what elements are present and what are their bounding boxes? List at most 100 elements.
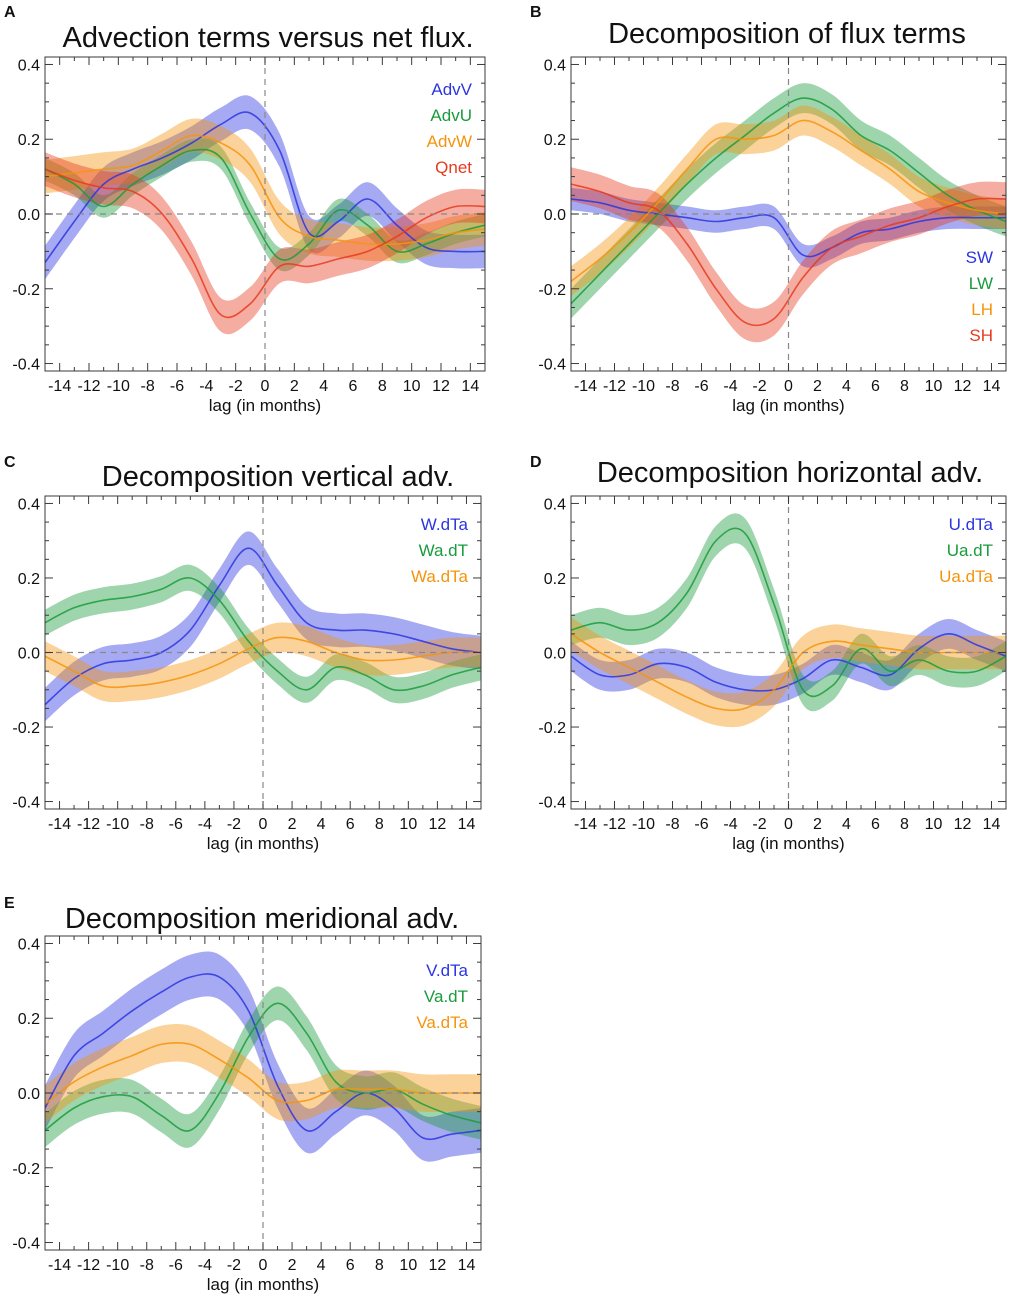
- y-tick-label: -0.4: [12, 357, 40, 374]
- band-sh: [571, 167, 1006, 343]
- x-tick-label: -10: [632, 816, 655, 833]
- legend-entry-sw: SW: [966, 248, 993, 267]
- x-axis-label: lag (in months): [207, 1275, 319, 1294]
- y-tick-label: 0.4: [18, 936, 40, 953]
- x-tick-label: -10: [632, 378, 655, 395]
- chart-title: Decomposition of flux terms: [608, 18, 966, 50]
- x-tick-label: 2: [288, 816, 297, 833]
- x-tick-label: 4: [842, 378, 851, 395]
- chart-title: Decomposition vertical adv.: [102, 461, 454, 493]
- series-line-advv: [45, 111, 485, 264]
- legend-entry-ua-dta: Ua.dTa: [939, 567, 993, 586]
- legend-entry-qnet: Qnet: [435, 158, 472, 177]
- legend-entry-advu: AdvU: [430, 106, 472, 125]
- y-tick-label: -0.4: [538, 795, 566, 812]
- x-tick-label: 10: [399, 816, 417, 833]
- x-tick-label: -4: [723, 378, 737, 395]
- x-tick-label: -2: [227, 1257, 241, 1274]
- x-tick-label: 12: [954, 378, 972, 395]
- x-tick-label: -12: [77, 816, 100, 833]
- x-tick-label: -14: [574, 816, 597, 833]
- panel-letter: D: [530, 454, 542, 471]
- series-line-qnet: [45, 168, 485, 319]
- legend-entry-advv: AdvV: [431, 80, 472, 99]
- x-tick-label: 0: [259, 1257, 268, 1274]
- chart-title: Advection terms versus net flux.: [63, 22, 474, 54]
- x-tick-label: 8: [375, 1257, 384, 1274]
- x-tick-label: -12: [603, 378, 626, 395]
- x-tick-label: -8: [665, 378, 679, 395]
- panel-d: D Decomposition horizontal adv. -14 -12 -10 -…: [530, 454, 1007, 853]
- y-tick-label: -0.4: [12, 1236, 40, 1253]
- y-tick-label: -0.2: [12, 720, 40, 737]
- x-tick-label: 2: [813, 378, 822, 395]
- x-axis-label: lag (in months): [209, 396, 321, 415]
- x-tick-label: -12: [77, 378, 100, 395]
- band-u-dta: [571, 618, 1006, 706]
- x-tick-label: 14: [458, 1257, 476, 1274]
- x-tick-label: -4: [199, 378, 213, 395]
- x-tick-label: 6: [871, 816, 880, 833]
- x-tick-label: -10: [107, 378, 130, 395]
- x-tick-label: -12: [603, 816, 626, 833]
- x-tick-label: -8: [140, 1257, 154, 1274]
- band-advv: [45, 95, 485, 280]
- x-tick-label: 8: [378, 378, 387, 395]
- panel-letter: B: [530, 4, 542, 21]
- y-tick-label: 0.0: [544, 207, 566, 224]
- x-tick-label: -10: [106, 816, 129, 833]
- x-tick-label: 14: [983, 816, 1001, 833]
- x-tick-label: 6: [346, 816, 355, 833]
- series-line-ua-dt: [571, 527, 1006, 698]
- x-tick-label: 0: [784, 378, 793, 395]
- x-tick-label: 8: [375, 816, 384, 833]
- x-tick-label: -8: [141, 378, 155, 395]
- x-tick-label: 4: [319, 378, 328, 395]
- y-tick-label: 0.4: [544, 496, 566, 513]
- legend-entry-lh: LH: [971, 300, 993, 319]
- x-tick-label: -2: [229, 378, 243, 395]
- band-qnet: [45, 152, 485, 335]
- x-tick-label: -4: [723, 816, 737, 833]
- x-tick-label: 4: [317, 1257, 326, 1274]
- x-axis-label: lag (in months): [207, 834, 319, 853]
- legend-entry-w-dta: W.dTa: [421, 515, 469, 534]
- x-tick-label: -12: [77, 1257, 100, 1274]
- panel-letter: E: [4, 895, 15, 912]
- x-tick-label: 0: [259, 816, 268, 833]
- y-tick-label: 0.4: [18, 57, 40, 74]
- x-tick-label: 10: [403, 378, 421, 395]
- legend-entry-v-dta: V.dTa: [426, 961, 468, 980]
- y-tick-label: -0.2: [538, 282, 566, 299]
- x-tick-label: -6: [169, 1257, 183, 1274]
- x-tick-label: 14: [983, 378, 1001, 395]
- band-lh: [571, 105, 1006, 297]
- x-tick-label: 8: [900, 378, 909, 395]
- band-wa-dta: [45, 622, 481, 703]
- x-tick-label: 12: [954, 816, 972, 833]
- x-tick-label: 10: [925, 816, 943, 833]
- y-tick-label: -0.4: [12, 795, 40, 812]
- chart-title: Decomposition horizontal adv.: [597, 457, 983, 489]
- x-axis-label: lag (in months): [732, 834, 844, 853]
- plot-area: [45, 531, 481, 722]
- x-tick-label: 8: [900, 816, 909, 833]
- x-tick-label: -4: [198, 1257, 212, 1274]
- x-tick-label: 10: [925, 378, 943, 395]
- x-tick-label: 14: [461, 378, 479, 395]
- y-tick-label: 0.2: [544, 571, 566, 588]
- x-tick-label: 0: [261, 378, 270, 395]
- x-tick-label: 2: [813, 816, 822, 833]
- y-tick-label: -0.2: [12, 1161, 40, 1178]
- x-axis-label: lag (in months): [732, 396, 844, 415]
- x-tick-label: -2: [752, 816, 766, 833]
- y-tick-label: 0.2: [18, 571, 40, 588]
- y-tick-label: -0.2: [12, 282, 40, 299]
- x-tick-label: -4: [198, 816, 212, 833]
- x-tick-label: -10: [106, 1257, 129, 1274]
- x-tick-label: 10: [399, 1257, 417, 1274]
- x-tick-label: 4: [842, 816, 851, 833]
